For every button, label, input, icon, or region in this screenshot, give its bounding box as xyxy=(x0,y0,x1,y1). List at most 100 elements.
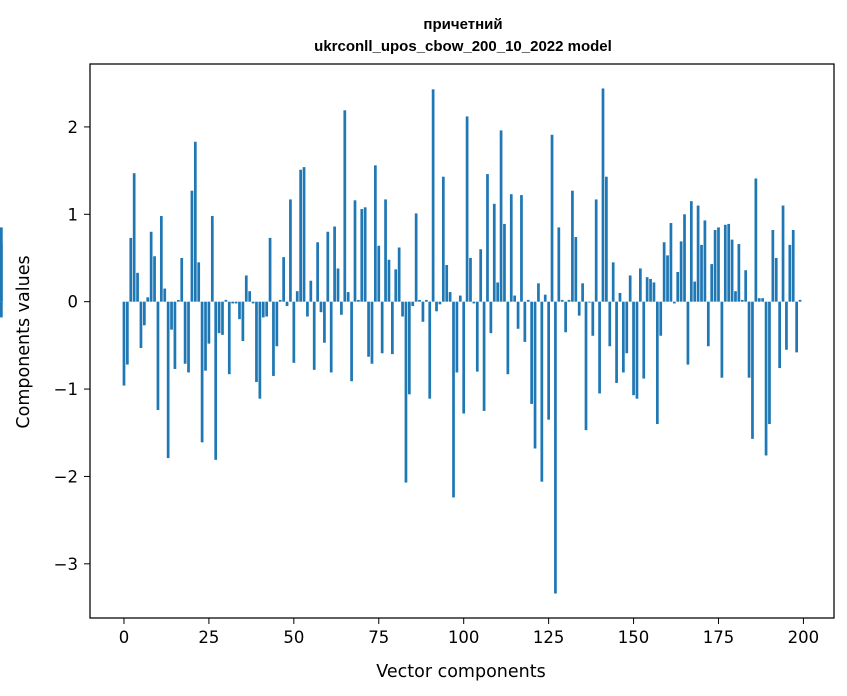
bar-134 xyxy=(577,301,581,316)
bar-166 xyxy=(686,301,690,365)
bar-72 xyxy=(367,301,370,357)
bar-66 xyxy=(346,292,350,302)
bar-127 xyxy=(554,301,557,594)
bar-154 xyxy=(645,277,649,302)
bar-78 xyxy=(387,259,391,302)
bar-133 xyxy=(574,237,578,302)
bar-82 xyxy=(401,301,404,317)
bar-15 xyxy=(173,301,177,369)
bar-180 xyxy=(734,291,737,302)
x-tick-label: 150 xyxy=(618,628,650,647)
bar-191 xyxy=(771,230,775,302)
bar-28 xyxy=(217,301,221,334)
bar-29 xyxy=(221,301,224,335)
bar-135 xyxy=(581,283,584,302)
bar-25 xyxy=(207,301,211,344)
bar-183 xyxy=(744,270,748,302)
bar-140 xyxy=(598,301,601,394)
bar-152 xyxy=(639,268,642,302)
x-tick-label: 50 xyxy=(283,628,304,647)
bar-187 xyxy=(757,298,761,302)
bar-130 xyxy=(564,301,567,333)
bar-5 xyxy=(139,301,143,348)
bar-60 xyxy=(326,231,330,302)
bar-136 xyxy=(584,301,588,431)
bar-169 xyxy=(696,205,700,302)
bar-190 xyxy=(768,301,771,425)
bar-22 xyxy=(197,262,201,302)
bar-118 xyxy=(523,301,527,342)
bar-61 xyxy=(329,301,333,373)
bar-34 xyxy=(238,301,241,320)
bar-48 xyxy=(285,301,289,307)
bar-114 xyxy=(509,194,513,302)
bar-31 xyxy=(227,301,231,375)
bar-192 xyxy=(774,257,778,302)
bar-18 xyxy=(183,301,187,364)
bar-33 xyxy=(234,301,238,304)
bar-123 xyxy=(540,301,544,482)
bar-197 xyxy=(791,230,795,302)
bar-104 xyxy=(475,301,479,372)
bar-150 xyxy=(632,301,635,396)
x-tick-label: 200 xyxy=(788,628,820,647)
bar-93 xyxy=(438,301,442,305)
bar-94 xyxy=(441,176,445,302)
bar-184 xyxy=(747,301,751,378)
bar-131 xyxy=(567,299,571,302)
bar-74 xyxy=(374,165,377,302)
bar-128 xyxy=(557,227,561,302)
bar-148 xyxy=(625,301,629,354)
bar-55 xyxy=(309,280,313,302)
x-tick-label: 75 xyxy=(368,628,389,647)
bar-75 xyxy=(377,245,381,302)
bar-188 xyxy=(761,298,765,302)
bar-14 xyxy=(170,301,173,330)
bar-146 xyxy=(618,292,622,302)
bar-167 xyxy=(689,201,693,302)
bar-151 xyxy=(635,301,639,399)
bar-4 xyxy=(136,272,139,302)
bar-17 xyxy=(180,257,184,302)
bar-196 xyxy=(788,244,792,302)
bar-163 xyxy=(676,271,680,302)
bar-165 xyxy=(683,214,686,302)
bar-20 xyxy=(190,190,194,302)
x-tick-label: 100 xyxy=(448,628,480,647)
bar-116 xyxy=(516,301,520,329)
bar-145 xyxy=(615,301,618,383)
bar-120 xyxy=(530,301,533,404)
chart-title-line-1: причетний xyxy=(423,16,502,33)
bar-45 xyxy=(275,301,279,347)
bar-170 xyxy=(700,244,703,302)
bar-47 xyxy=(282,257,285,302)
bar-143 xyxy=(608,301,612,347)
plot-frame xyxy=(89,63,835,619)
bar-101 xyxy=(465,116,469,302)
x-axis-label: Vector components xyxy=(376,662,545,682)
x-tick-label: 175 xyxy=(703,628,735,647)
bar-121 xyxy=(533,301,537,449)
bar-11 xyxy=(159,216,163,302)
bar-36 xyxy=(244,275,248,302)
bar-119 xyxy=(526,299,530,302)
bar-181 xyxy=(737,244,741,302)
x-tick-label: 0 xyxy=(119,628,130,647)
bar-91 xyxy=(431,89,435,302)
bar-21 xyxy=(193,141,197,302)
bar-84 xyxy=(407,301,411,395)
bar-80 xyxy=(394,269,398,302)
bar-110 xyxy=(496,282,500,302)
bar-126 xyxy=(550,134,554,302)
bar-23 xyxy=(200,301,204,443)
bar-122 xyxy=(537,283,540,302)
bar-52 xyxy=(299,169,302,302)
bar-79 xyxy=(391,301,394,355)
bar-159 xyxy=(662,242,666,302)
bar-124 xyxy=(543,294,547,302)
bar-27 xyxy=(214,301,218,460)
bar-92 xyxy=(435,301,438,312)
bar-undefined xyxy=(0,243,3,302)
bar-106 xyxy=(482,301,486,411)
